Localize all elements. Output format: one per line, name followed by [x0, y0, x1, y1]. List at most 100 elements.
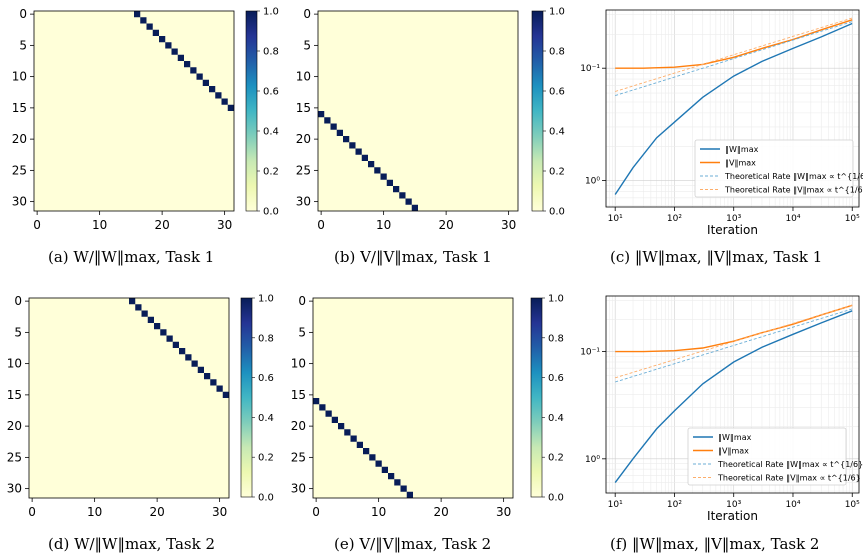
colorbar-tick-label: 0.8	[263, 47, 279, 58]
x-tick-label: 10⁴	[785, 500, 800, 510]
y-tick-label: 20	[7, 419, 22, 433]
colorbar-tick-label: 0.2	[263, 167, 279, 178]
colorbar-tick-label: 0.2	[258, 453, 274, 464]
y-tick-label: 5	[303, 38, 311, 52]
heatmap-cell	[222, 391, 229, 398]
heatmap-cell	[227, 104, 234, 111]
x-tick-label: 0	[312, 505, 320, 519]
x-tick-label: 10¹	[608, 500, 623, 510]
heatmap-frame	[28, 297, 230, 499]
y-tick-label: 20	[291, 419, 306, 433]
series-line-0	[614, 310, 853, 484]
heatmap-cell	[381, 466, 388, 473]
y-tick-label: 5	[14, 325, 22, 339]
heatmap-cell	[221, 98, 228, 105]
heatmap-cell	[134, 11, 141, 18]
x-tick-label: 10³	[726, 214, 741, 224]
heatmap-panel-a: 0 10 20 30 0 5 10 15 20 25 30 0.0 0.2 0.4 0.6 0.8 1.0	[12, 7, 279, 233]
colorbar-tick-label: 0.8	[549, 47, 565, 58]
heatmap-panel-e: 0 10 20 30 0 5 10 15 20 25 30 0.0 0.2 0.4 0.6 0.8 1.0	[291, 294, 564, 520]
heatmap-cell	[146, 23, 153, 30]
heatmap-cell	[215, 92, 222, 99]
heatmap-cell	[374, 167, 381, 174]
x-tick-label: 10¹	[608, 214, 623, 224]
series-line-2	[615, 21, 853, 97]
colorbar-tick-label: 0.0	[548, 493, 564, 504]
colorbar-tick-label: 0.4	[548, 413, 564, 424]
x-tick-label: 30	[496, 505, 511, 519]
colorbar-tick-label: 0.4	[258, 413, 274, 424]
legend-entry: ‖V‖max	[725, 159, 756, 168]
legend-entry: ‖W‖max	[718, 433, 752, 442]
y-tick-label: 25	[296, 163, 311, 177]
y-tick-label: 15	[291, 388, 306, 402]
x-tick-label: 10	[92, 218, 107, 232]
colorbar-tick-label: 0.6	[263, 87, 279, 98]
heatmap-cell	[141, 310, 148, 317]
y-tick-label: 30	[291, 482, 306, 496]
x-tick-label: 10⁵	[845, 214, 860, 224]
colorbar-tick-label: 0.8	[258, 333, 274, 344]
heatmap-cell	[319, 404, 326, 411]
x-tick-label: 30	[501, 218, 516, 232]
heatmap-panel-d: 0 10 20 30 0 5 10 15 20 25 30 0.0 0.2 0.4 0.6 0.8 1.0	[7, 294, 274, 520]
plot-frame	[605, 9, 860, 208]
y-tick-label: 5	[19, 38, 27, 52]
heatmap-cell	[375, 460, 382, 467]
y-tick-label: 0	[298, 294, 306, 308]
heatmap-cell	[386, 179, 393, 186]
y-tick-label: 30	[296, 195, 311, 209]
y-tick-label: 25	[291, 450, 306, 464]
heatmap-cell	[380, 173, 387, 180]
series-line-1	[615, 19, 853, 69]
heatmap-cell	[368, 161, 375, 168]
heatmap-cell	[349, 142, 356, 149]
legend-entry: Theoretical Rate ‖V‖max ∝ t^{1/6}	[724, 186, 863, 195]
caption-b: (b) V/‖V‖max, Task 1	[334, 248, 492, 266]
heatmap-cell	[399, 192, 406, 199]
line-panel-f: 10¹ 10² 10³ 10⁴ 10⁵ 10⁰ 10⁻¹ Iteration ‖W‖max ‖V‖…	[580, 295, 863, 523]
heatmap-cell	[394, 479, 401, 486]
legend-entry: Theoretical Rate ‖W‖max ∝ t^{1/6}	[724, 172, 863, 181]
legend-entry: ‖V‖max	[718, 447, 749, 456]
heatmap-cell	[135, 304, 142, 311]
y-tick-label: 10	[291, 357, 306, 371]
heatmap-background	[34, 11, 234, 211]
heatmap-cell	[190, 67, 197, 74]
x-tick-label: 10⁵	[845, 500, 860, 510]
y-tick-label: 10⁰	[585, 176, 600, 186]
heatmap-cell	[356, 441, 363, 448]
heatmap-panel-b: 0 10 20 30 0 5 10 15 20 25 30 0.0 0.2 0.4 0.6 0.8 1.0	[296, 7, 565, 233]
heatmap-cell	[179, 348, 186, 355]
heatmap-cell	[154, 323, 161, 330]
x-tick-label: 30	[212, 505, 227, 519]
heatmap-cell	[204, 373, 211, 380]
legend: ‖W‖max ‖V‖max Theoretical Rate ‖W‖max ∝ t^…	[687, 427, 863, 486]
heatmap-cell	[400, 485, 407, 492]
heatmap-background	[318, 11, 518, 211]
legend-entry: Theoretical Rate ‖W‖max ∝ t^{1/6}	[717, 460, 863, 469]
heatmap-cell	[129, 298, 136, 305]
heatmap-cell	[318, 111, 325, 118]
y-tick-label: 15	[296, 101, 311, 115]
colorbar	[530, 297, 543, 498]
heatmap-frame	[312, 297, 514, 499]
colorbar-tick-label: 1.0	[263, 7, 279, 18]
colorbar	[245, 10, 258, 212]
y-tick-label: 0	[19, 7, 27, 21]
caption-d: (d) W/‖W‖max, Task 2	[48, 535, 215, 553]
heatmap-cell	[171, 48, 178, 55]
colorbar-tick-label: 0.4	[263, 127, 279, 138]
colorbar-tick-label: 1.0	[549, 7, 565, 18]
x-tick-label: 10²	[667, 214, 682, 224]
y-tick-label: 20	[296, 132, 311, 146]
y-tick-label: 25	[7, 450, 22, 464]
x-tick-label: 10	[371, 505, 386, 519]
series-line-3	[615, 304, 853, 379]
heatmap-cell	[209, 86, 216, 93]
y-tick-label: 30	[7, 482, 22, 496]
y-tick-label: 20	[12, 132, 27, 146]
x-tick-label: 10	[87, 505, 102, 519]
colorbar-tick-label: 0.2	[549, 167, 565, 178]
x-tick-label: 30	[217, 218, 232, 232]
